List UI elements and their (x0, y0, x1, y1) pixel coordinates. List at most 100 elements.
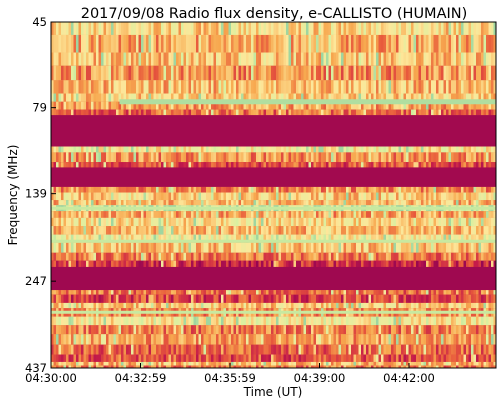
heatmap-cell (203, 186, 206, 193)
heatmap-cell (273, 302, 276, 309)
heatmap-cell (473, 294, 476, 303)
heatmap-cell (423, 34, 426, 53)
heatmap-cell (96, 242, 99, 253)
heatmap-cell (193, 316, 196, 326)
heatmap-cell (113, 52, 116, 66)
heatmap-cell (276, 22, 279, 35)
heatmap-cell (106, 242, 109, 253)
heatmap-cell (406, 294, 409, 303)
heatmap-cell (171, 211, 174, 218)
heatmap-cell (81, 290, 84, 295)
heatmap-cell (161, 316, 164, 326)
heatmap-cell (286, 217, 289, 227)
heatmap-cell (138, 242, 141, 253)
heatmap-cell (386, 152, 389, 163)
heatmap-cell (126, 302, 129, 309)
heatmap-cell (306, 226, 309, 235)
heatmap-cell (98, 34, 101, 53)
heatmap-cell (161, 93, 164, 102)
heatmap-cell (108, 325, 111, 335)
heatmap-cell (221, 80, 224, 94)
heatmap-cell (103, 101, 106, 110)
heatmap-cell (418, 316, 421, 326)
heatmap-cell (116, 52, 119, 66)
heatmap-cell (436, 34, 439, 53)
heatmap-cell (163, 316, 166, 326)
heatmap-cell (356, 302, 359, 309)
heatmap-cell (78, 252, 81, 261)
heatmap-cell (453, 290, 456, 295)
heatmap-cell (63, 217, 66, 227)
heatmap-cell (111, 325, 114, 335)
heatmap-cell (76, 294, 79, 303)
heatmap-cell (153, 80, 156, 94)
heatmap-cell (248, 65, 251, 81)
heatmap-cell (101, 186, 104, 193)
heatmap-cell (248, 211, 251, 218)
heatmap-cell (246, 152, 249, 163)
heatmap-cell (243, 242, 246, 253)
heatmap-cell (68, 234, 71, 243)
heatmap-cell (181, 260, 184, 267)
heatmap-cell (158, 152, 161, 163)
heatmap-cell (161, 302, 164, 309)
heatmap-cell (183, 294, 186, 303)
heatmap-cell (293, 234, 296, 243)
heatmap-cell (283, 101, 286, 110)
heatmap-cell (276, 65, 279, 81)
heatmap-cell (281, 242, 284, 253)
heatmap-cell (458, 260, 461, 267)
heatmap-cell (373, 80, 376, 94)
heatmap-cell (88, 146, 91, 153)
heatmap-cell (261, 260, 264, 267)
heatmap-cell (241, 34, 244, 53)
heatmap-cell (321, 101, 324, 110)
heatmap-cell (473, 109, 476, 116)
heatmap-cell (181, 316, 184, 326)
heatmap-cell (476, 316, 479, 326)
heatmap-cell (106, 93, 109, 102)
heatmap-cell (268, 146, 271, 153)
heatmap-cell (256, 162, 259, 168)
heatmap-cell (63, 162, 66, 168)
heatmap-cell (56, 101, 59, 110)
heatmap-cell (488, 93, 491, 102)
heatmap-cell (366, 101, 369, 110)
heatmap-cell (108, 192, 111, 201)
heatmap-cell (181, 80, 184, 94)
heatmap-cell (468, 217, 471, 227)
heatmap-cell (163, 252, 166, 261)
heatmap-cell (101, 294, 104, 303)
heatmap-cell (251, 325, 254, 335)
heatmap-cell (408, 226, 411, 235)
heatmap-cell (83, 80, 86, 94)
heatmap-cell (366, 325, 369, 335)
heatmap-cell (376, 162, 379, 168)
heatmap-cell (453, 260, 456, 267)
heatmap-cell (446, 302, 449, 309)
heatmap-cell (78, 186, 81, 193)
heatmap-cell (486, 192, 489, 201)
heatmap-cell (296, 217, 299, 227)
heatmap-cell (326, 226, 329, 235)
heatmap-cell (318, 34, 321, 53)
heatmap-cell (273, 260, 276, 267)
heatmap-cell (438, 302, 441, 309)
heatmap-cell (456, 217, 459, 227)
heatmap-cell (461, 211, 464, 218)
heatmap-cell (446, 290, 449, 295)
heatmap-cell (116, 316, 119, 326)
heatmap-cell (233, 211, 236, 218)
heatmap-cell (211, 34, 214, 53)
heatmap-cell (123, 34, 126, 53)
heatmap-cell (68, 325, 71, 335)
heatmap-cell (381, 325, 384, 335)
heatmap-cell (73, 252, 76, 261)
heatmap-cell (291, 93, 294, 102)
heatmap-cell (86, 80, 89, 94)
heatmap-cell (293, 101, 296, 110)
heatmap-cell (271, 152, 274, 163)
heatmap-cell (83, 316, 86, 326)
heatmap-cell (73, 93, 76, 102)
heatmap-cell (486, 217, 489, 227)
